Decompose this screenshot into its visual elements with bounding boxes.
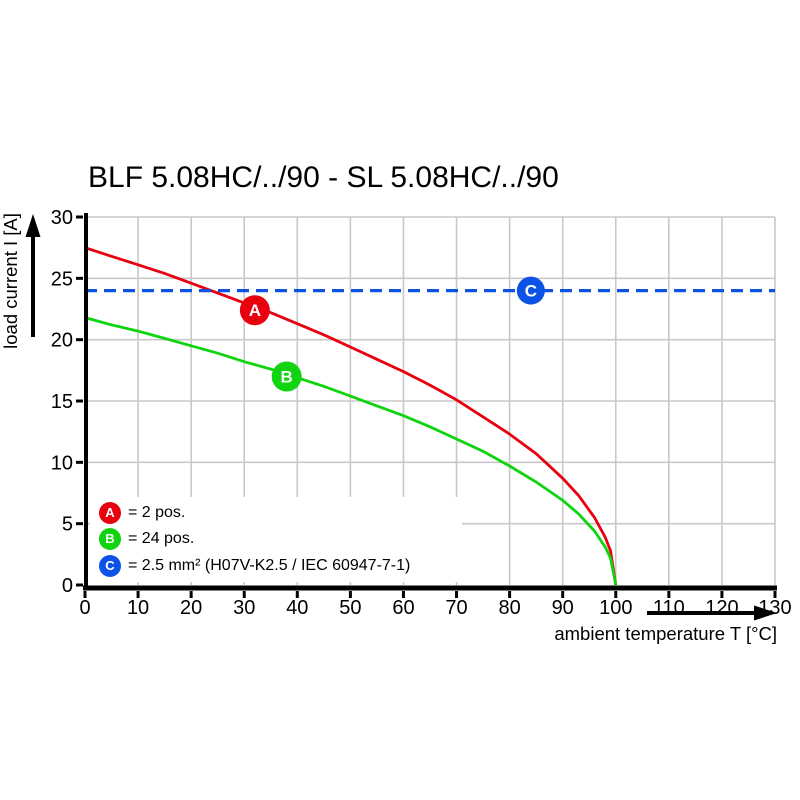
legend-text-C: = 2.5 mm² (H07V-K2.5 / IEC 60947-7-1) [128, 556, 411, 574]
legend-circle-A: A [99, 501, 121, 524]
marker-B-label: B [281, 367, 293, 386]
marker-C-label: C [525, 282, 537, 301]
legend-text-B: = 24 pos. [128, 530, 195, 547]
y-tick-label: 30 [51, 207, 73, 229]
x-tick-label: 10 [127, 597, 149, 619]
x-tick-label: 50 [339, 597, 361, 619]
y-tick-label: 5 [62, 514, 73, 536]
y-axis-arrow [25, 214, 41, 337]
x-tick-label: 80 [498, 597, 520, 619]
x-tick-label: 0 [79, 597, 90, 619]
chart-legend: A = 2 pos. B = 24 pos. C = 2.5 mm² (H07V-K2.5… [90, 497, 462, 582]
marker-A [239, 295, 270, 326]
y-tick-label: 10 [51, 452, 73, 474]
y-axis-title: load current I [A] [0, 213, 21, 349]
legend-item-A: A = 2 pos. [99, 500, 462, 525]
marker-C [516, 276, 545, 305]
legend-circle-C: C [99, 554, 121, 577]
chart-title: BLF 5.08HC/../90 - SL 5.08HC/../90 [88, 161, 559, 194]
marker-B [271, 361, 302, 392]
marker-A-label: A [249, 301, 261, 320]
legend-item-B: B = 24 pos. [99, 527, 462, 552]
plot-area: 0 5 10 15 20 25 30 0 10 20 30 40 50 60 70 80 90 100 110 120… [51, 207, 792, 619]
y-tick-label: 25 [51, 268, 73, 290]
x-axis-arrow [647, 605, 777, 621]
x-tick-label: 70 [445, 597, 467, 619]
curve-B [84, 316, 618, 586]
x-tick-label: 40 [286, 597, 308, 619]
x-tick-label: 100 [599, 597, 632, 619]
legend-circle-B: B [99, 528, 121, 550]
curve-A [84, 246, 618, 586]
legend-text-A: = 2 pos. [128, 503, 186, 521]
legend-item-C: C = 2.5 mm² (H07V-K2.5 / IEC 60947-7-1) [99, 553, 462, 578]
y-tick-label: 0 [62, 575, 73, 597]
y-tick-label: 20 [51, 330, 73, 352]
y-axis-arrowhead-icon [25, 214, 41, 237]
x-tick-label: 120 [705, 597, 738, 619]
x-tick-label: 20 [180, 597, 202, 619]
y-tick-label: 15 [51, 391, 73, 413]
x-tick-label: 30 [233, 597, 255, 619]
x-tick-label: 110 [653, 597, 685, 619]
x-axis-arrowhead-icon [754, 605, 777, 621]
x-axis-title: ambient temperature T [°C] [554, 623, 777, 644]
x-tick-label: 60 [392, 597, 414, 619]
x-tick-label: 90 [552, 597, 574, 619]
